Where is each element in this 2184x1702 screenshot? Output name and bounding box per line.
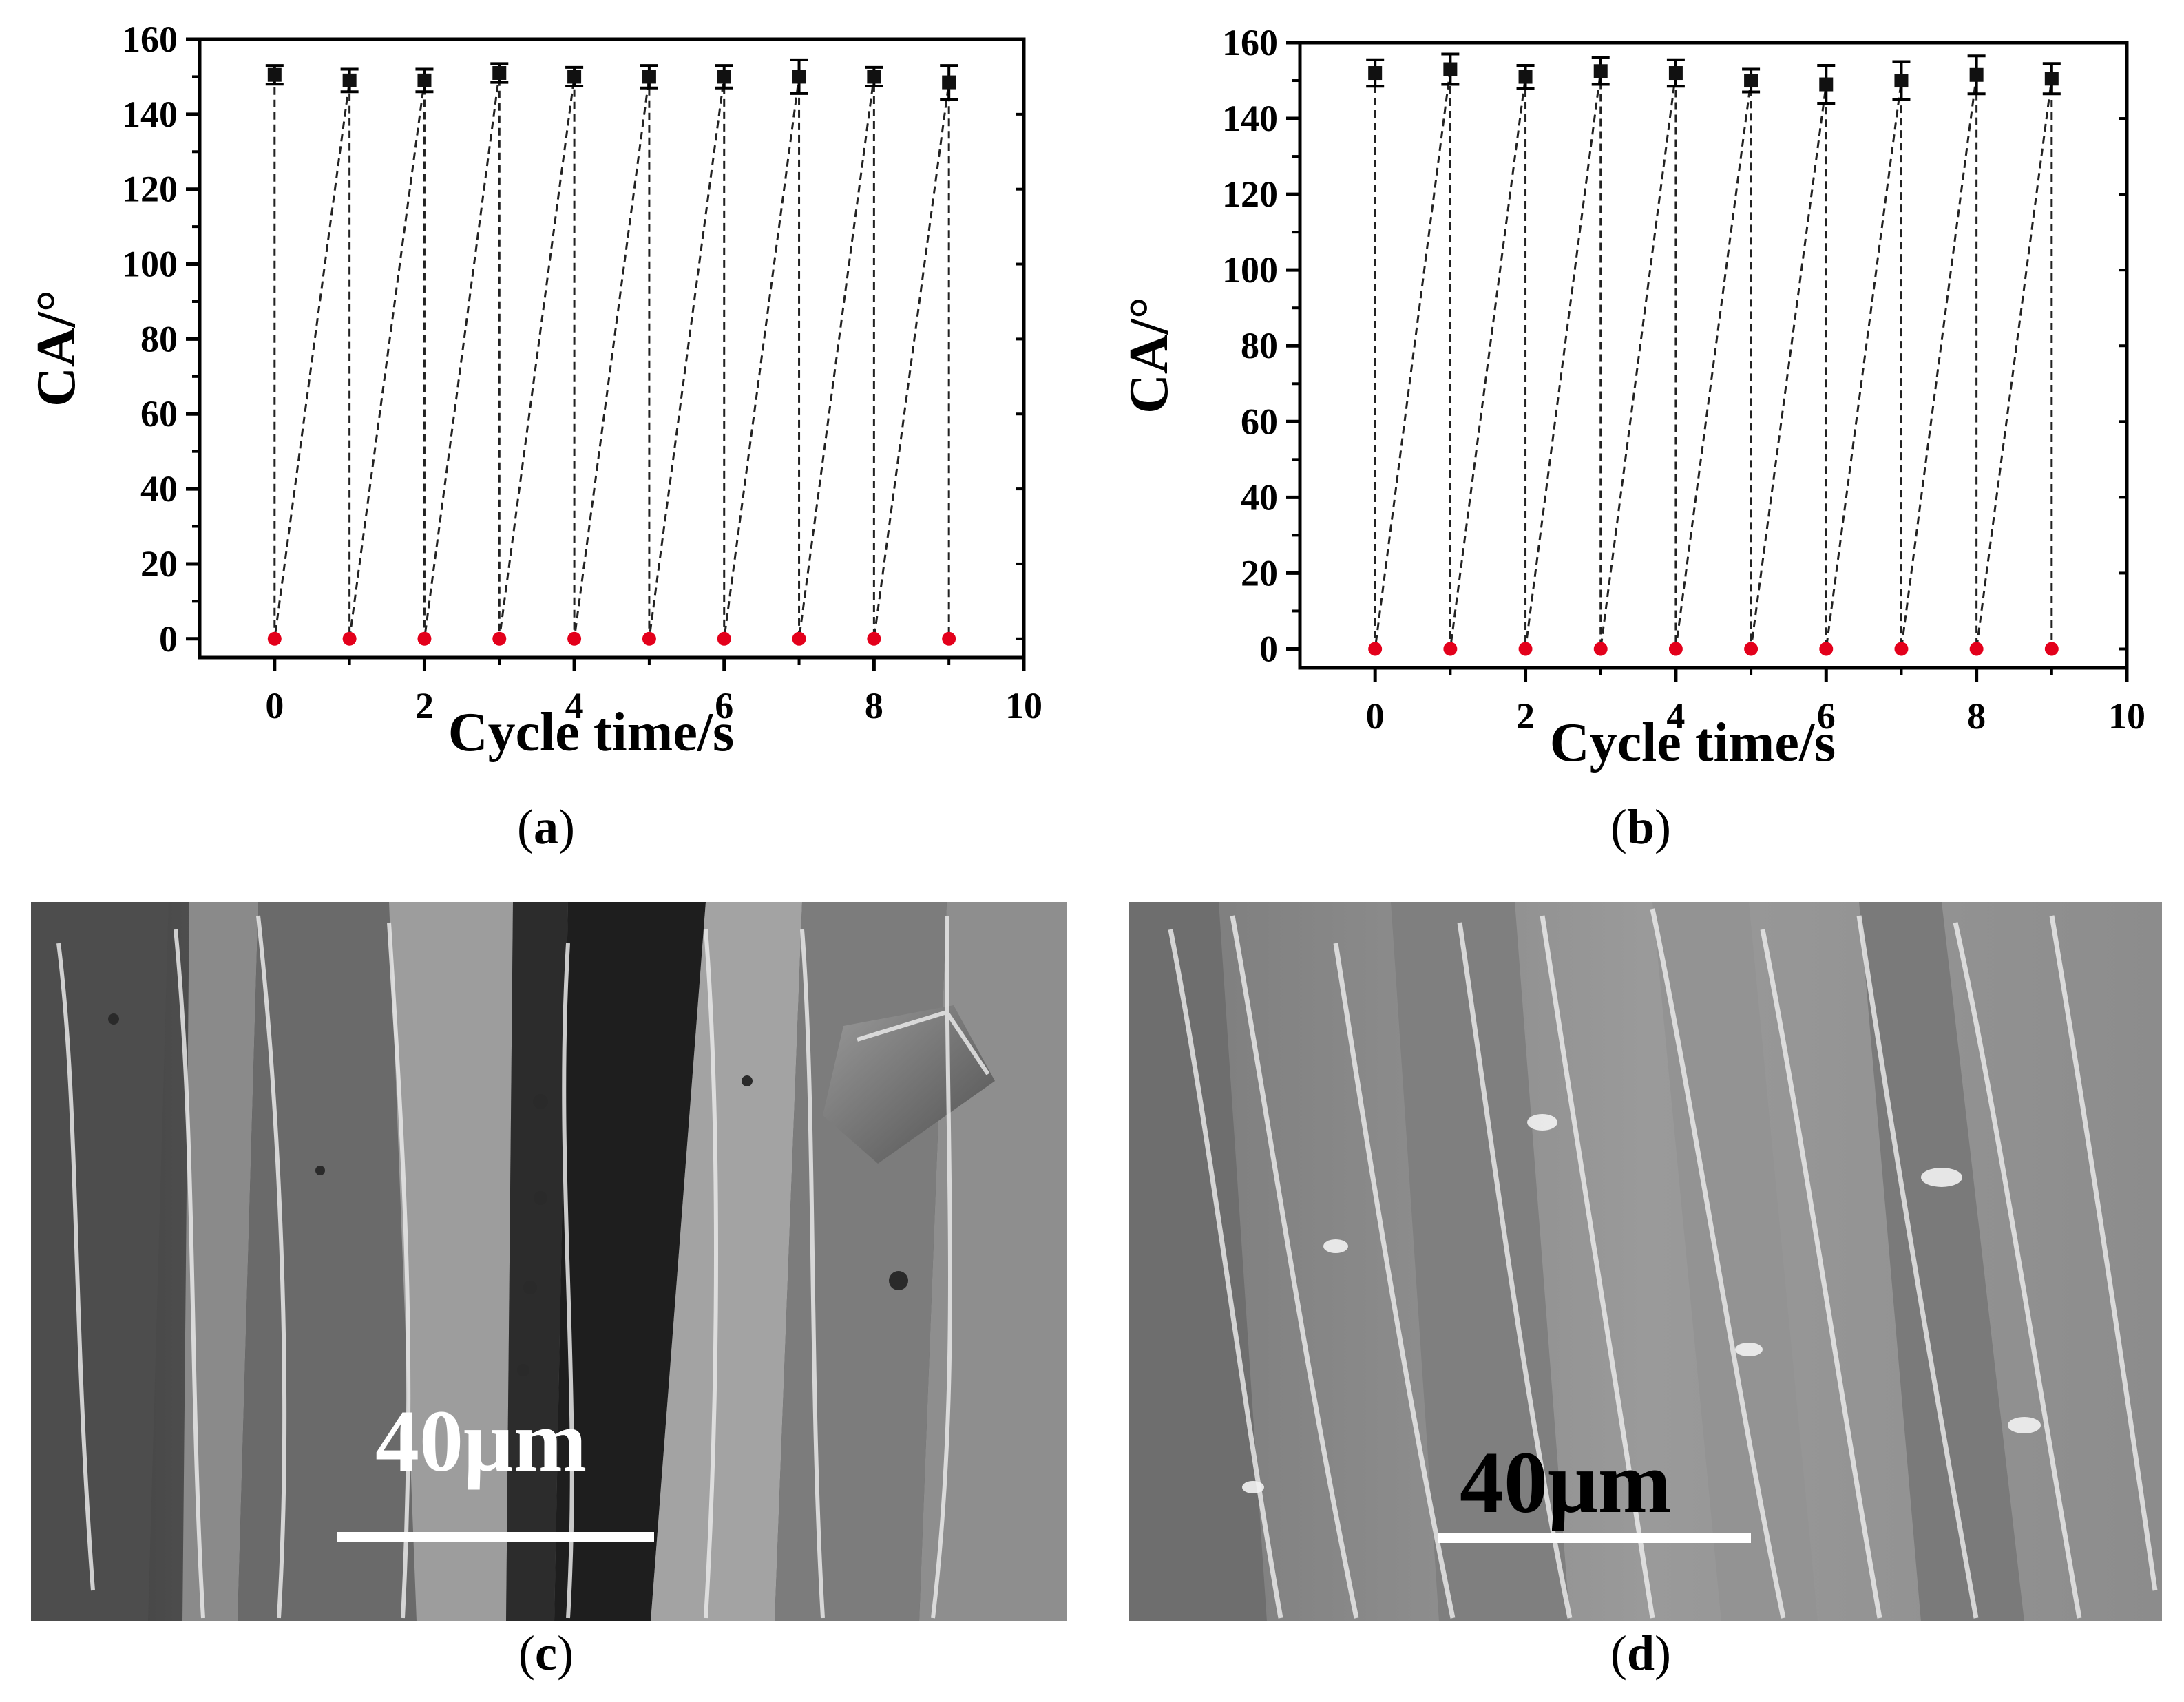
x-tick-label: 4 [565,685,584,726]
sem-texture-c [31,902,1067,1621]
sem-micrograph-c: 40μm [31,902,1067,1621]
data-point-circle [1819,642,1834,656]
y-tick-label: 100 [122,244,178,285]
data-point-square [867,70,881,84]
data-point-square [1443,62,1458,76]
data-point-square [417,73,432,87]
y-tick-label: 60 [1241,401,1278,442]
data-point-circle [267,631,282,646]
y-tick-label: 60 [140,393,178,434]
data-point-circle [1894,642,1909,656]
data-point-circle [1593,642,1608,656]
caption-c: (c) [518,1626,574,1681]
y-tick-label: 40 [140,468,178,509]
chart-b: 0 20 40 60 80 100 120 140 160 0 2 4 6 8 10 Cycle time/s… [1119,22,2145,773]
x-tick-label: 4 [1666,695,1685,737]
data-point-square [642,70,656,84]
x-tick-label: 8 [1967,695,1986,737]
y-tick-label: 80 [1241,325,1278,366]
data-point-circle [492,631,507,646]
data-point-circle [567,631,582,646]
data-point-circle [867,631,881,646]
scale-bar-d [1438,1533,1751,1543]
data-point-square [1368,66,1383,81]
data-point-square [1819,77,1834,92]
data-point-square [567,70,582,84]
caption-b: (b) [1610,799,1671,854]
scale-label-d: 40μm [1460,1433,1672,1531]
y-tick-label: 120 [1222,174,1278,215]
dashed-connector-line [273,72,950,639]
y-tick-label: 40 [1241,476,1278,518]
data-point-circle [1668,642,1683,656]
y-axis-label: CA/° [1119,297,1179,414]
x-tick-label: 0 [265,685,284,726]
data-point-circle [1969,642,1984,656]
data-point-square [942,75,956,90]
data-point-circle [1744,642,1758,656]
plot-frame [198,37,1026,660]
x-tick-label: 6 [1817,695,1836,737]
data-point-square [1894,74,1909,88]
data-point-square [717,70,731,84]
y-tick-label: 140 [1222,98,1278,139]
data-point-circle [417,631,432,646]
data-point-circle [1368,642,1383,656]
caption-d: (d) [1610,1626,1671,1681]
data-point-square [267,67,282,82]
x-tick-label: 8 [865,685,883,726]
sem-micrograph-d: 40μm [1129,902,2162,1621]
x-axis-label: Cycle time/s [1550,713,1836,773]
data-point-circle [642,631,656,646]
data-point-circle [1443,642,1458,656]
scale-bar-c [337,1532,654,1542]
data-point-square [1969,67,1984,82]
y-tick-label: 0 [1259,628,1278,669]
data-point-square [342,73,357,87]
dashed-connector-line [1374,69,2053,649]
data-point-circle [342,631,357,646]
data-point-circle [942,631,956,646]
data-point-square [1744,74,1758,88]
y-tick-label: 0 [159,618,178,660]
data-point-square [792,70,806,84]
chart-panel-b: 0 20 40 60 80 100 120 140 160 0 2 4 6 8 10 Cycle time/s… [1098,0,2184,806]
x-tick-label: 6 [715,685,733,726]
plot-frame [1298,41,2129,670]
chart-a: 0 20 40 60 80 100 120 140 160 0 2 4 6 8 10 Cycle time/s… [26,19,1042,763]
x-tick-label: 2 [415,685,434,726]
y-tick-label: 20 [140,543,178,585]
data-point-square [492,65,507,80]
x-tick-label: 10 [2108,695,2145,737]
scale-label-c: 40μm [375,1392,587,1490]
data-point-square [1668,66,1683,81]
data-point-square [1593,64,1608,78]
y-tick-label: 160 [122,19,178,60]
data-point-square [1518,70,1533,84]
data-point-square [2044,72,2059,86]
x-tick-label: 10 [1005,685,1042,726]
x-tick-label: 0 [1366,695,1385,737]
data-point-circle [792,631,806,646]
data-point-circle [2044,642,2059,656]
y-tick-label: 80 [140,318,178,359]
y-tick-label: 120 [122,169,178,210]
y-tick-label: 20 [1241,552,1278,593]
data-point-circle [1518,642,1533,656]
chart-panel-a: 0 20 40 60 80 100 120 140 160 0 2 4 6 8 10 Cycle time/s… [0,0,1074,806]
y-tick-label: 140 [122,94,178,135]
x-tick-label: 2 [1516,695,1535,737]
y-tick-label: 160 [1222,22,1278,63]
x-axis-label: Cycle time/s [448,702,734,763]
data-point-circle [717,631,731,646]
sem-texture-d [1129,902,2162,1621]
caption-a: (a) [517,799,575,854]
y-axis-label: CA/° [26,290,87,407]
y-tick-label: 100 [1222,249,1278,291]
